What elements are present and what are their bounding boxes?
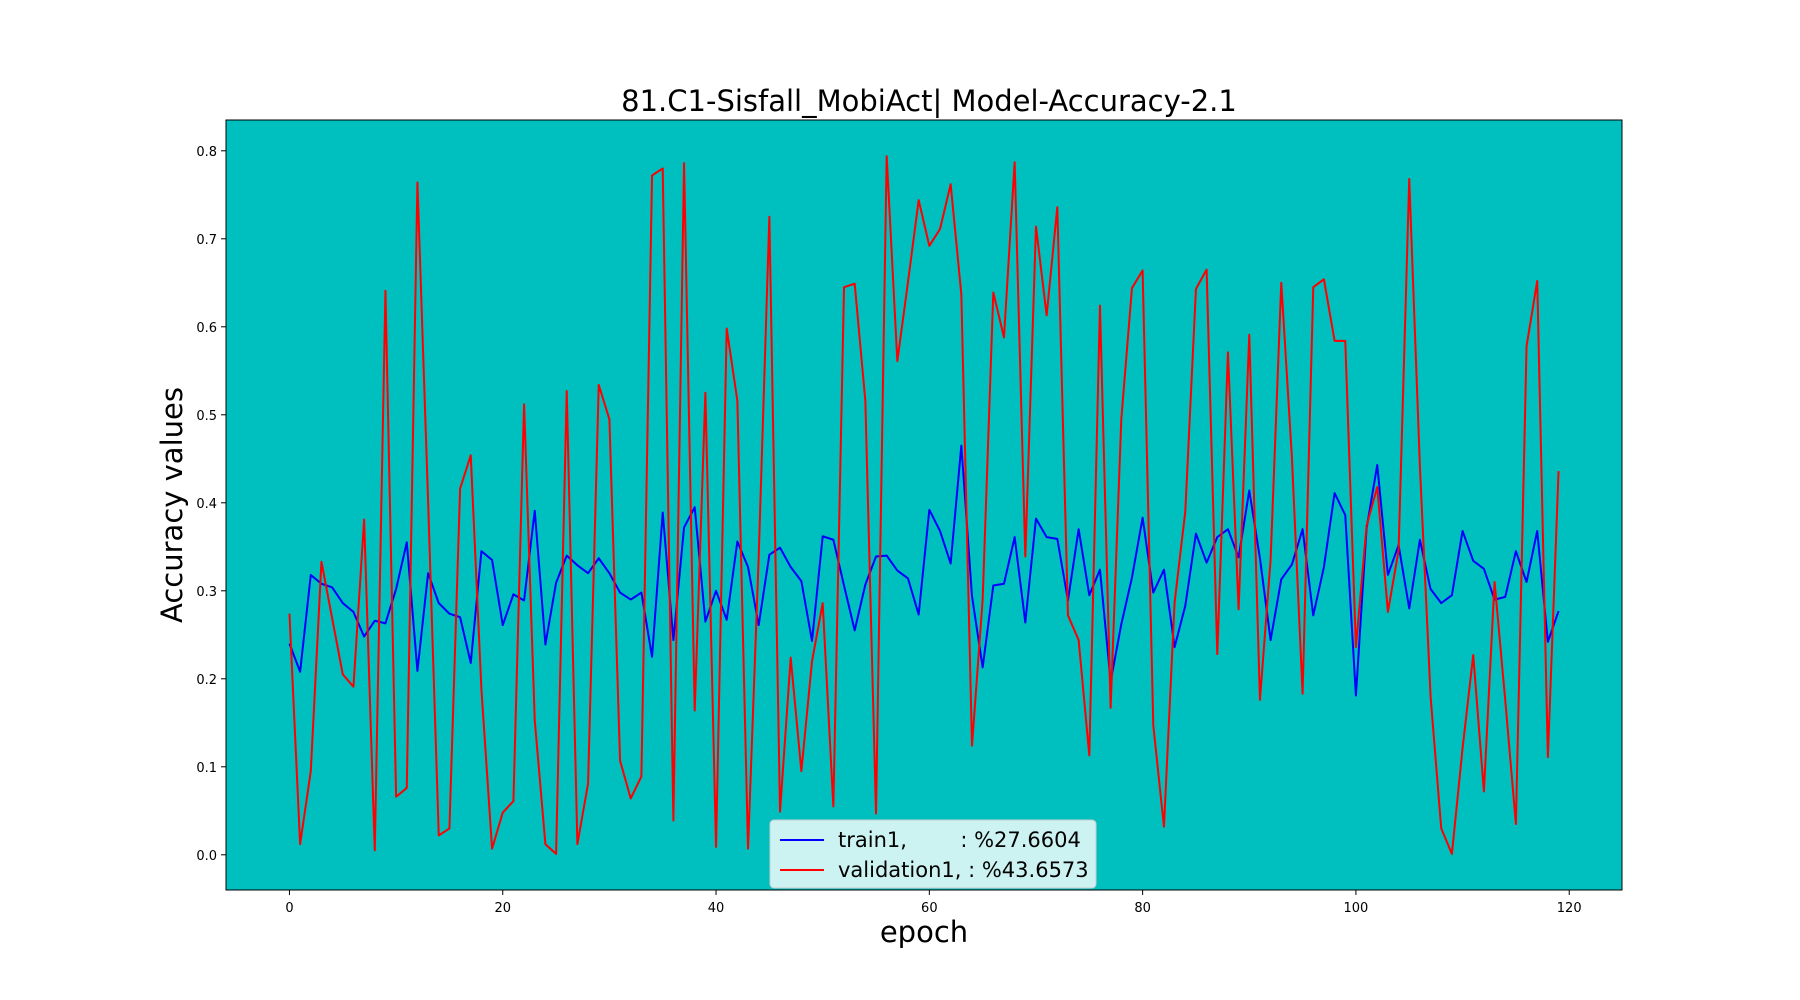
y-tick-label: 0.3	[196, 585, 217, 600]
legend-box	[769, 819, 1097, 889]
chart-title: 81.C1-Sisfall_MobiAct| Model-Accuracy-2.…	[621, 84, 1237, 118]
x-tick-label: 20	[494, 901, 511, 916]
legend: train1, : %27.6604 validation1, : %43.657…	[769, 819, 1097, 889]
y-tick-label: 0.2	[196, 673, 217, 688]
series-line-train	[288, 444, 1560, 697]
legend-label-validation: validation1, : %43.6573	[838, 858, 1089, 882]
y-tick-label: 0.4	[196, 497, 217, 512]
y-tick-label: 0.6	[196, 321, 217, 336]
legend-label-train: train1, : %27.6604	[838, 828, 1081, 852]
y-axis-title: Accuracy values	[155, 387, 189, 623]
x-tick-label: 120	[1557, 901, 1582, 916]
x-axis-title: epoch	[880, 915, 968, 949]
plot-frame	[225, 119, 1623, 891]
y-tick-label: 0.1	[196, 761, 217, 776]
axes: 0 20 40 60 80 100 120 0.0 0.1 0.2 0.3 0.4 0.5 0.6 0.7 0…	[196, 119, 1623, 916]
plot-area	[226, 120, 1622, 890]
x-tick-label: 0	[285, 901, 293, 916]
series-lines	[288, 155, 1560, 855]
x-tick-label: 100	[1344, 901, 1369, 916]
series-line-validation	[288, 155, 1560, 855]
x-tick-label: 80	[1134, 901, 1151, 916]
y-tick-label: 0.8	[196, 145, 217, 160]
y-tick-label: 0.5	[196, 409, 217, 424]
y-tick-label: 0.7	[196, 233, 217, 248]
x-tick-label: 60	[921, 901, 938, 916]
x-tick-label: 40	[708, 901, 725, 916]
y-tick-label: 0.0	[196, 849, 217, 864]
